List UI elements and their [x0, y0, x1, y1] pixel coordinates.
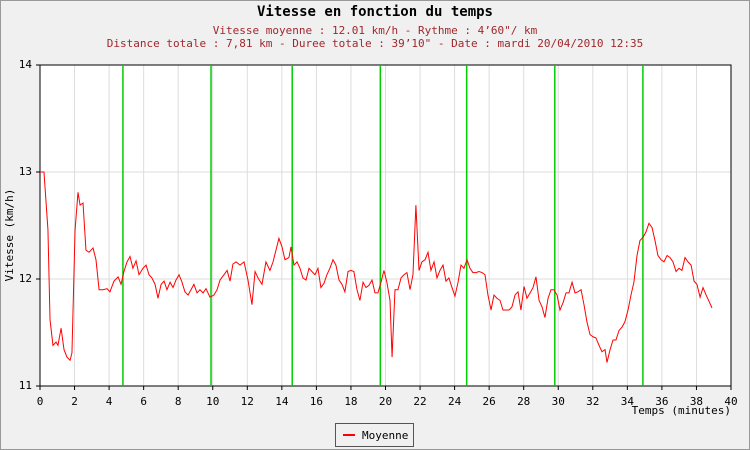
- y-tick-label: 12: [19, 272, 32, 285]
- y-tick-label: 11: [19, 379, 32, 392]
- subtitle: Distance totale : 7,81 km - Duree totale…: [107, 37, 643, 50]
- y-tick-label: 14: [19, 58, 33, 71]
- chart-title: Vitesse en fonction du temps: [257, 4, 493, 20]
- x-tick-label: 34: [621, 395, 635, 408]
- x-tick-label: 38: [690, 395, 703, 408]
- x-tick-label: 26: [483, 395, 496, 408]
- x-tick-label: 8: [175, 395, 182, 408]
- x-tick-label: 6: [140, 395, 147, 408]
- legend-box: [335, 423, 414, 447]
- x-tick-label: 16: [310, 395, 323, 408]
- legend-label: Moyenne: [362, 429, 408, 442]
- x-tick-label: 36: [655, 395, 668, 408]
- x-tick-label: 18: [344, 395, 357, 408]
- x-tick-label: 24: [448, 395, 462, 408]
- x-tick-label: 22: [413, 395, 426, 408]
- y-tick-label: 13: [19, 165, 32, 178]
- x-tick-label: 10: [206, 395, 219, 408]
- x-tick-label: 12: [241, 395, 254, 408]
- x-tick-label: 40: [724, 395, 737, 408]
- x-tick-label: 28: [517, 395, 530, 408]
- x-axis-label: Temps (minutes): [632, 404, 731, 417]
- x-tick-label: 4: [106, 395, 113, 408]
- plot-border: [39, 64, 732, 387]
- x-tick-label: 0: [37, 395, 44, 408]
- x-tick-label: 32: [586, 395, 599, 408]
- x-tick-label: 14: [275, 395, 289, 408]
- x-tick-label: 30: [552, 395, 565, 408]
- x-tick-label: 2: [71, 395, 78, 408]
- x-tick-label: 20: [379, 395, 392, 408]
- subtitle: Vitesse moyenne : 12.01 km/h - Rythme : …: [213, 24, 538, 37]
- y-axis-label: Vitesse (km/h): [3, 189, 16, 282]
- line: [40, 171, 713, 363]
